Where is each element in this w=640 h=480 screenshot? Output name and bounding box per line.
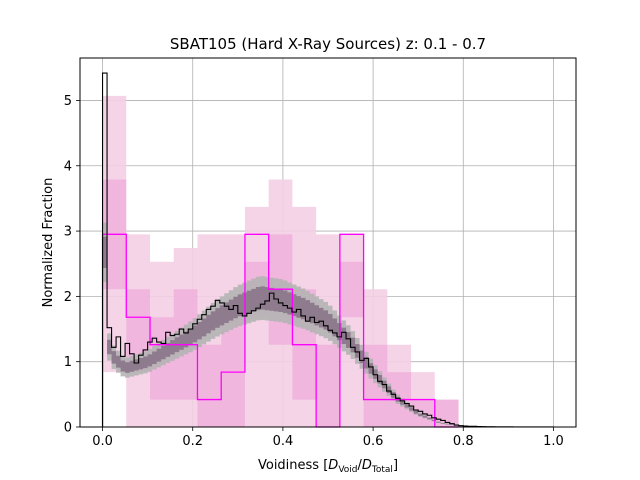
- x-title-num: D: [328, 458, 338, 473]
- reference-inner-band: [102, 236, 554, 427]
- y-tick-label: 3: [64, 225, 72, 240]
- target-histogram: [101, 233, 459, 428]
- x-tick-label: 0.4: [273, 434, 294, 449]
- x-tick-label: 0.8: [453, 434, 474, 449]
- x-title-den-sub: Total: [371, 465, 393, 475]
- y-axis-ticks: 0 1 2 3 4 5: [64, 94, 80, 436]
- x-tick-label: 0.0: [92, 434, 113, 449]
- x-title-sep: /: [358, 458, 363, 473]
- x-title-prefix: Voidiness [: [258, 458, 328, 473]
- x-tick-label: 1.0: [543, 434, 564, 449]
- x-tick-label: 0.6: [363, 434, 384, 449]
- y-axis-title: Normalized Fraction: [41, 178, 56, 308]
- reference-histogram: [101, 72, 554, 428]
- x-axis-ticks: 0.0 0.2 0.4 0.6 0.8 1.0: [92, 427, 564, 449]
- x-title-suffix: ]: [393, 458, 398, 473]
- y-tick-label: 1: [64, 355, 72, 370]
- y-tick-label: 4: [64, 159, 72, 174]
- y-tick-label: 0: [64, 421, 72, 436]
- x-title-den: D: [362, 458, 372, 473]
- y-tick-label: 2: [64, 290, 72, 305]
- reference-inner-band-area: [102, 236, 554, 427]
- reference-step-line: [101, 72, 554, 428]
- x-tick-label: 0.2: [182, 434, 203, 449]
- target-step-line: [101, 233, 459, 428]
- y-tick-label: 5: [64, 94, 72, 109]
- plot-frame: [79, 57, 577, 428]
- x-title-num-sub: Void: [338, 465, 357, 475]
- chart-title: SBAT105 (Hard X-Ray Sources) z: 0.1 - 0.…: [170, 35, 486, 53]
- x-axis-title: Voidiness [DVoid/DTotal]: [258, 458, 398, 475]
